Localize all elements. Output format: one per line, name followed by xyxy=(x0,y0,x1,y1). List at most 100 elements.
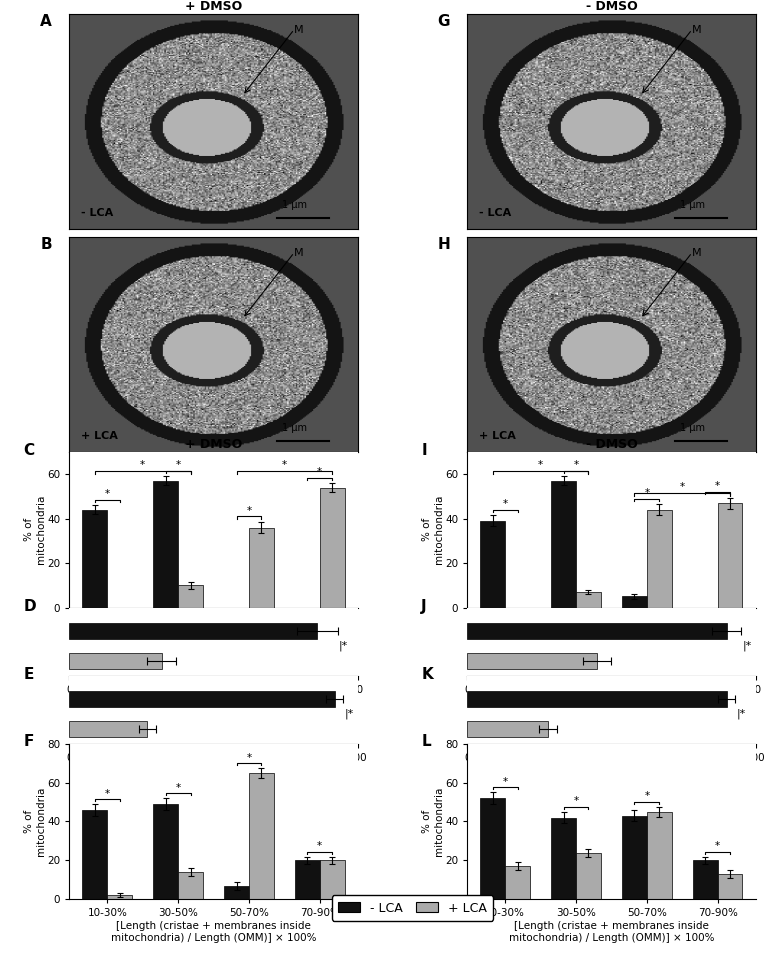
Bar xyxy=(224,885,249,900)
Text: *: * xyxy=(282,460,287,470)
Bar xyxy=(647,812,672,900)
Text: L: L xyxy=(421,734,431,750)
Text: *: * xyxy=(176,783,180,793)
Text: *: * xyxy=(574,796,578,806)
Bar xyxy=(82,810,107,900)
Text: M: M xyxy=(692,248,702,258)
Text: |*: |* xyxy=(345,709,354,719)
Legend: - LCA, + LCA: - LCA, + LCA xyxy=(332,895,493,921)
Text: *: * xyxy=(645,792,649,801)
Bar xyxy=(69,691,335,708)
Bar xyxy=(320,860,345,900)
Text: *: * xyxy=(105,489,109,499)
X-axis label: [Length (cristae + membranes inside
mitochondria) / Length (OMM)] × 100%: [Length (cristae + membranes inside mito… xyxy=(509,922,714,943)
Bar xyxy=(551,481,576,607)
Text: |*: |* xyxy=(742,641,752,651)
Bar xyxy=(576,592,601,607)
Text: M: M xyxy=(295,248,304,258)
Text: F: F xyxy=(23,734,34,750)
Text: 1 μm: 1 μm xyxy=(281,423,307,433)
Text: *: * xyxy=(317,467,322,477)
Bar xyxy=(718,874,742,900)
Text: D: D xyxy=(23,600,36,614)
Y-axis label: % of
mitochondria: % of mitochondria xyxy=(423,495,444,564)
X-axis label: % of mitochondria with cristae extending from the IMM: % of mitochondria with cristae extending… xyxy=(467,766,756,775)
X-axis label: [Length (cristae + membranes inside
mitochondria) / Length (OMM)] × 100%: [Length (cristae + membranes inside mito… xyxy=(111,922,316,943)
Text: I: I xyxy=(421,442,427,457)
Text: *: * xyxy=(574,460,578,470)
Title: - DMSO: - DMSO xyxy=(585,437,638,451)
Text: *: * xyxy=(176,460,180,470)
Text: 1 μm: 1 μm xyxy=(680,423,705,433)
Bar xyxy=(153,481,178,607)
Text: C: C xyxy=(23,442,35,457)
Text: *: * xyxy=(715,841,720,851)
X-axis label: Number of mitochondria/μm³ cell section: Number of mitochondria/μm³ cell section xyxy=(106,697,321,708)
Bar xyxy=(576,853,601,900)
Title: - DMSO: - DMSO xyxy=(585,0,638,13)
Text: K: K xyxy=(421,668,433,683)
Text: *: * xyxy=(247,506,251,516)
Text: *: * xyxy=(715,481,720,491)
Bar xyxy=(69,721,147,737)
Text: *: * xyxy=(680,482,685,493)
Text: *: * xyxy=(538,460,543,470)
Text: *: * xyxy=(105,789,109,798)
Text: 1 μm: 1 μm xyxy=(281,200,307,209)
Bar xyxy=(249,527,274,607)
Bar xyxy=(82,510,107,607)
Bar xyxy=(295,860,320,900)
X-axis label: % of mitochondria with cristae extending from the IMM: % of mitochondria with cristae extending… xyxy=(69,766,358,775)
Bar xyxy=(622,597,647,607)
Bar xyxy=(320,487,345,607)
Text: *: * xyxy=(503,776,508,787)
X-axis label: Relative area of mitochondrion section (%): Relative area of mitochondrion section (… xyxy=(102,629,325,639)
Y-axis label: % of
mitochondria: % of mitochondria xyxy=(24,787,45,857)
Text: M: M xyxy=(295,25,304,35)
Bar xyxy=(467,652,597,668)
Bar xyxy=(69,652,162,668)
Bar xyxy=(718,503,742,607)
Text: + LCA: + LCA xyxy=(81,432,118,441)
Text: A: A xyxy=(40,14,52,30)
Bar xyxy=(467,721,548,737)
Text: M: M xyxy=(692,25,702,35)
Bar xyxy=(153,804,178,900)
Bar xyxy=(69,623,318,639)
Text: 1 μm: 1 μm xyxy=(680,200,705,209)
X-axis label: Relative area of mitochondrion section (%): Relative area of mitochondrion section (… xyxy=(500,629,723,639)
X-axis label: Number of mitochondria/μm³ cell section: Number of mitochondria/μm³ cell section xyxy=(504,697,719,708)
Text: G: G xyxy=(437,14,450,30)
Text: - LCA: - LCA xyxy=(81,208,113,218)
Bar xyxy=(467,623,727,639)
Text: *: * xyxy=(503,499,508,509)
Bar xyxy=(693,860,718,900)
Y-axis label: % of
mitochondria: % of mitochondria xyxy=(24,495,45,564)
Bar xyxy=(178,585,203,607)
Bar xyxy=(480,798,505,900)
Text: H: H xyxy=(437,238,450,252)
Text: J: J xyxy=(421,600,427,614)
Text: *: * xyxy=(247,753,251,762)
Text: E: E xyxy=(23,668,34,683)
Text: *: * xyxy=(140,460,145,470)
Y-axis label: % of
mitochondria: % of mitochondria xyxy=(423,787,444,857)
Bar xyxy=(480,520,505,607)
Text: + LCA: + LCA xyxy=(479,432,516,441)
Title: + DMSO: + DMSO xyxy=(185,437,242,451)
Bar xyxy=(107,896,132,900)
Bar xyxy=(249,773,274,900)
Bar xyxy=(505,866,530,900)
Text: *: * xyxy=(645,488,649,498)
Text: |*: |* xyxy=(737,709,746,719)
Bar xyxy=(178,872,203,900)
Bar xyxy=(622,816,647,900)
Title: + DMSO: + DMSO xyxy=(185,0,242,13)
Text: - LCA: - LCA xyxy=(479,208,511,218)
Text: *: * xyxy=(317,841,322,851)
Bar xyxy=(647,510,672,607)
Bar xyxy=(467,691,727,708)
Text: B: B xyxy=(40,238,52,252)
Bar xyxy=(551,817,576,900)
Text: |*: |* xyxy=(339,641,348,651)
